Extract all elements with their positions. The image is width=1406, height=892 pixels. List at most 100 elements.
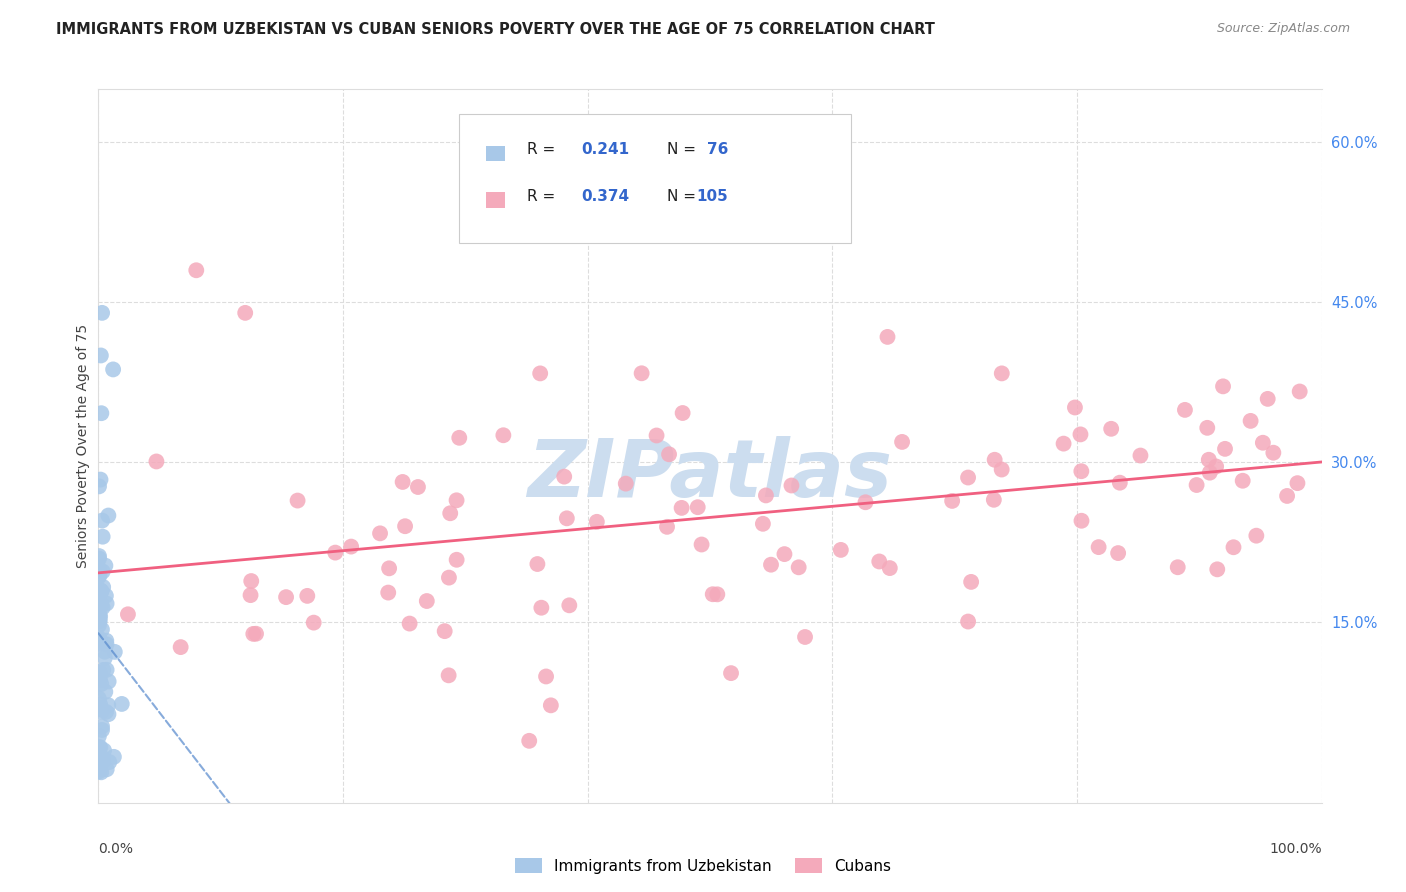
Point xyxy=(1232,474,1254,488)
Point xyxy=(89,612,111,626)
Point xyxy=(89,568,111,582)
Point xyxy=(755,488,778,502)
Text: IMMIGRANTS FROM UZBEKISTAN VS CUBAN SENIORS POVERTY OVER THE AGE OF 75 CORRELATI: IMMIGRANTS FROM UZBEKISTAN VS CUBAN SENI… xyxy=(56,22,935,37)
Point xyxy=(446,553,468,567)
Point xyxy=(242,627,264,641)
Point xyxy=(368,526,391,541)
Point xyxy=(941,494,963,508)
Point xyxy=(97,674,120,689)
Point xyxy=(1174,403,1197,417)
Point xyxy=(87,562,110,576)
Point xyxy=(891,434,914,449)
Point xyxy=(990,462,1012,476)
Point xyxy=(104,645,127,659)
Text: 76: 76 xyxy=(707,143,728,157)
Text: N =: N = xyxy=(668,143,696,157)
Point xyxy=(91,530,114,544)
Point xyxy=(879,561,901,575)
Point xyxy=(630,366,652,380)
Point xyxy=(96,597,118,611)
Point xyxy=(87,764,110,779)
Point xyxy=(1246,529,1268,543)
Point xyxy=(1129,449,1152,463)
Point xyxy=(103,749,125,764)
Point xyxy=(90,765,112,780)
Point xyxy=(1070,514,1092,528)
Text: 0.374: 0.374 xyxy=(582,189,630,203)
Point xyxy=(89,609,111,624)
Point xyxy=(89,632,111,647)
Point xyxy=(1251,435,1274,450)
Point xyxy=(773,547,796,561)
Point xyxy=(553,469,575,483)
Point xyxy=(94,650,117,665)
Point xyxy=(1052,436,1074,450)
Point xyxy=(87,549,110,563)
Point xyxy=(534,669,557,683)
Point xyxy=(94,705,117,719)
Point xyxy=(1185,478,1208,492)
Point xyxy=(323,546,346,560)
Point xyxy=(671,500,693,515)
Point xyxy=(94,685,117,699)
Text: 0.241: 0.241 xyxy=(582,143,630,157)
Point xyxy=(658,447,681,461)
Point xyxy=(89,698,111,712)
Point xyxy=(449,431,471,445)
Point xyxy=(90,597,112,611)
Point xyxy=(111,697,134,711)
Text: ZIPatlas: ZIPatlas xyxy=(527,435,893,514)
Point xyxy=(1070,464,1092,478)
Point xyxy=(90,584,112,599)
Point xyxy=(555,511,578,525)
Point xyxy=(492,428,515,442)
Y-axis label: Seniors Poverty Over the Age of 75: Seniors Poverty Over the Age of 75 xyxy=(76,324,90,568)
Point xyxy=(378,561,401,575)
Point xyxy=(1212,379,1234,393)
Point xyxy=(90,749,112,764)
Point xyxy=(1198,452,1220,467)
Point xyxy=(91,754,114,768)
Point xyxy=(1108,475,1130,490)
Point xyxy=(169,640,191,654)
Point xyxy=(787,560,810,574)
Point xyxy=(91,600,114,615)
Point xyxy=(91,663,114,677)
Point xyxy=(645,428,668,442)
Point xyxy=(94,589,117,603)
Point xyxy=(101,362,124,376)
Point xyxy=(89,756,111,770)
Point xyxy=(96,637,118,651)
Point xyxy=(87,740,110,755)
Point xyxy=(274,590,297,604)
Point xyxy=(87,551,110,566)
Point xyxy=(91,306,114,320)
Text: R =: R = xyxy=(526,143,560,157)
Point xyxy=(91,719,114,733)
Point xyxy=(433,624,456,639)
Point xyxy=(98,755,121,769)
Point xyxy=(96,633,118,648)
Point xyxy=(759,558,782,572)
Point xyxy=(446,493,468,508)
Point xyxy=(91,723,114,737)
Point xyxy=(699,210,721,224)
Point xyxy=(87,479,110,493)
Point xyxy=(1099,422,1122,436)
Point xyxy=(302,615,325,630)
Point xyxy=(87,570,110,584)
Point xyxy=(398,616,420,631)
Point xyxy=(991,367,1014,381)
Point xyxy=(287,493,309,508)
Point xyxy=(89,473,111,487)
Point xyxy=(780,478,803,492)
Point xyxy=(94,645,117,659)
Point xyxy=(89,582,111,597)
Point xyxy=(1257,392,1279,406)
Point xyxy=(855,495,877,509)
Point xyxy=(437,571,460,585)
Text: N =: N = xyxy=(668,189,696,203)
Point xyxy=(957,615,980,629)
Point xyxy=(87,637,110,651)
Point xyxy=(686,500,709,515)
